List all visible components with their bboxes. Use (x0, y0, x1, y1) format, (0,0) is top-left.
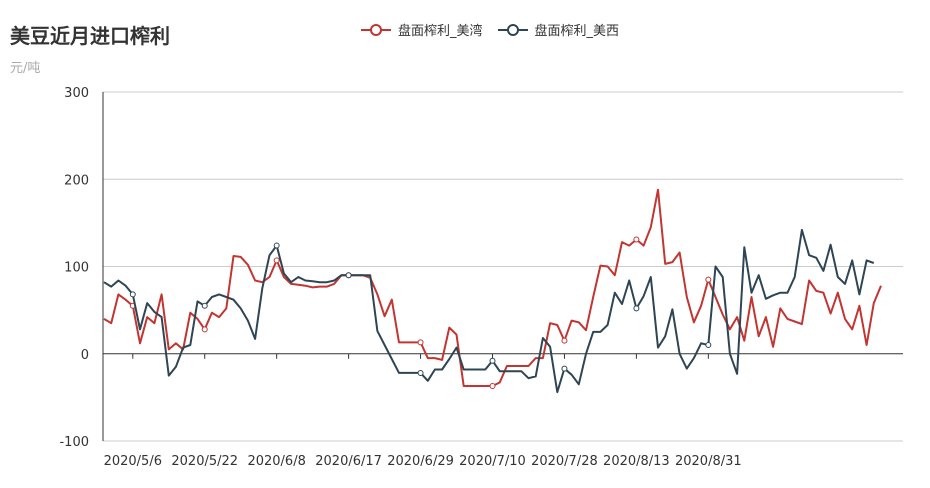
series-lines (103, 188, 882, 394)
x-tick-label: 2020/7/28 (531, 454, 598, 469)
data-point-1[interactable] (633, 305, 640, 312)
legend-item-west[interactable]: 盘面榨利_美西 (497, 20, 620, 39)
x-tick-label: 2020/6/17 (315, 454, 382, 469)
data-point-0[interactable] (201, 326, 208, 333)
x-tick-label: 2020/7/10 (459, 454, 526, 469)
x-tick-label: 2020/6/8 (247, 454, 305, 469)
data-point-0[interactable] (273, 257, 280, 264)
data-point-1[interactable] (417, 369, 424, 376)
x-axis: 2020/5/6 2020/5/22 2020/6/8 2020/6/17 2020/6… (103, 353, 903, 469)
x-tick-label: 2020/8/31 (675, 454, 742, 469)
data-point-1[interactable] (489, 357, 496, 364)
grid-lines (103, 91, 903, 442)
chart-unit: 元/吨 (10, 61, 41, 76)
y-tick-label: 200 (64, 173, 89, 188)
y-tick-label: 100 (64, 261, 89, 276)
chart-title: 美豆近月进口榨利 (10, 24, 170, 48)
data-point-1[interactable] (345, 272, 352, 279)
legend-marker-west (497, 23, 528, 36)
data-point-1[interactable] (273, 242, 280, 249)
y-tick-label: 300 (64, 86, 89, 101)
y-tick-label: 0 (81, 348, 89, 363)
legend-marker-gulf (361, 23, 391, 36)
x-tick-label: 2020/5/22 (171, 454, 238, 469)
legend-item-gulf[interactable]: 盘面榨利_美湾 (360, 20, 483, 39)
data-point-1[interactable] (561, 365, 568, 372)
data-point-0[interactable] (417, 339, 424, 346)
y-axis: -100 0 100 200 300 (59, 86, 104, 450)
legend-label-gulf: 盘面榨利_美湾 (398, 24, 483, 39)
legend: 盘面榨利_美湾 盘面榨利_美西 (360, 20, 633, 39)
data-point-1[interactable] (129, 291, 136, 298)
x-tick-label: 2020/8/13 (603, 454, 670, 469)
data-point-0[interactable] (633, 236, 640, 243)
data-point-1[interactable] (201, 302, 208, 309)
legend-label-west: 盘面榨利_美西 (534, 24, 620, 39)
data-point-0[interactable] (705, 276, 712, 283)
x-tick-label: 2020/5/6 (104, 454, 162, 469)
series-line-1[interactable] (103, 228, 875, 394)
data-point-1[interactable] (705, 342, 712, 349)
x-tick-label: 2020/6/29 (387, 454, 454, 469)
data-point-0[interactable] (489, 383, 496, 390)
data-point-0[interactable] (561, 337, 568, 344)
y-tick-label: -100 (59, 435, 89, 450)
